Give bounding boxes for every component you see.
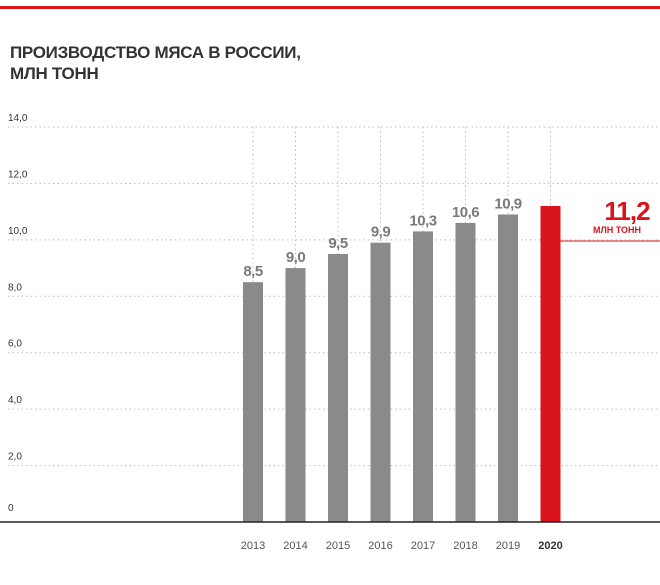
y-tick-label: 8,0 [8, 282, 22, 293]
y-tick-label: 12,0 [8, 169, 28, 180]
highlight-value: 11,2 [604, 196, 650, 226]
y-tick-label: 4,0 [8, 395, 22, 406]
top-accent-rule [0, 6, 660, 9]
bar-2014 [285, 268, 306, 522]
chart-title-line2: МЛН ТОНН [10, 64, 99, 83]
bar-2015 [328, 253, 348, 522]
chart-title: ПРОИЗВОДСТВО МЯСА В РОССИИ, МЛН ТОНН [10, 42, 530, 84]
y-tick-label: 0 [8, 503, 14, 514]
chart-title-line1: ПРОИЗВОДСТВО МЯСА В РОССИИ, [10, 43, 301, 62]
bar-2016 [370, 242, 391, 522]
y-tick-label: 2,0 [8, 452, 22, 463]
data-label-2014: 9,0 [286, 249, 306, 266]
x-tick-label-2018: 2018 [453, 540, 477, 552]
bar-2017 [413, 231, 433, 522]
bar-2018 [455, 222, 476, 522]
x-tick-label-2016: 2016 [368, 540, 392, 552]
bar-2013 [243, 282, 263, 522]
bar-2019 [498, 214, 518, 522]
data-label-2019: 10,9 [494, 195, 521, 212]
x-tick-label-2013: 2013 [241, 540, 265, 552]
y-tick-label: 10,0 [8, 226, 28, 237]
x-tick-label-2019: 2019 [496, 540, 520, 552]
bar-2020 [540, 206, 561, 522]
highlight-unit: МЛН ТОНН [593, 225, 641, 235]
y-tick-label: 6,0 [8, 339, 22, 350]
y-tick-label: 14,0 [8, 113, 28, 124]
data-label-2018: 10,6 [452, 204, 479, 221]
x-tick-label-2017: 2017 [411, 540, 435, 552]
x-tick-label-2015: 2015 [326, 540, 350, 552]
data-label-2016: 9,9 [371, 224, 391, 241]
data-label-2015: 9,5 [328, 235, 348, 252]
data-label-2017: 10,3 [409, 212, 436, 229]
x-tick-label-2014: 2014 [283, 540, 307, 552]
x-tick-label-2020: 2020 [538, 540, 562, 552]
data-label-2013: 8,5 [243, 263, 263, 280]
